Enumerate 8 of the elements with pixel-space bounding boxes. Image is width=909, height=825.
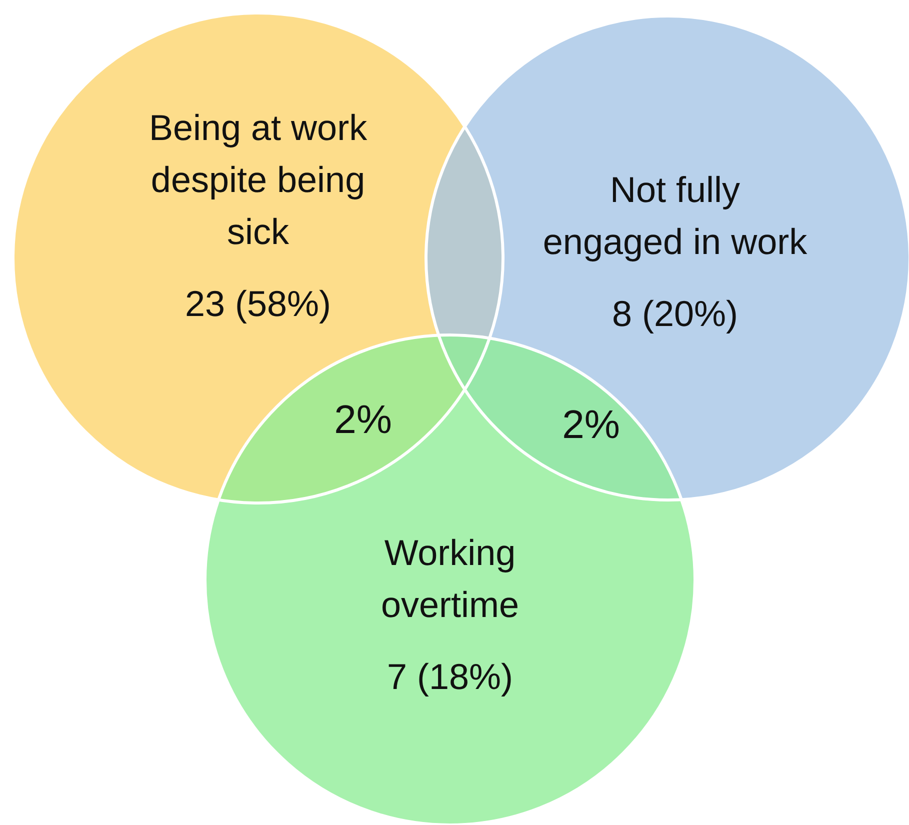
data-label: 8 (20%) (612, 292, 738, 334)
text: 2% (562, 403, 620, 448)
category-label: Being at work despite being sick (148, 106, 368, 252)
data-label: 23 (58%) (184, 282, 332, 324)
data-label: 7 (18%) (386, 656, 514, 697)
category-label: Not fully engaged in work (542, 168, 808, 262)
category-label: Working overtime (380, 532, 520, 625)
text: 2% (334, 398, 392, 442)
